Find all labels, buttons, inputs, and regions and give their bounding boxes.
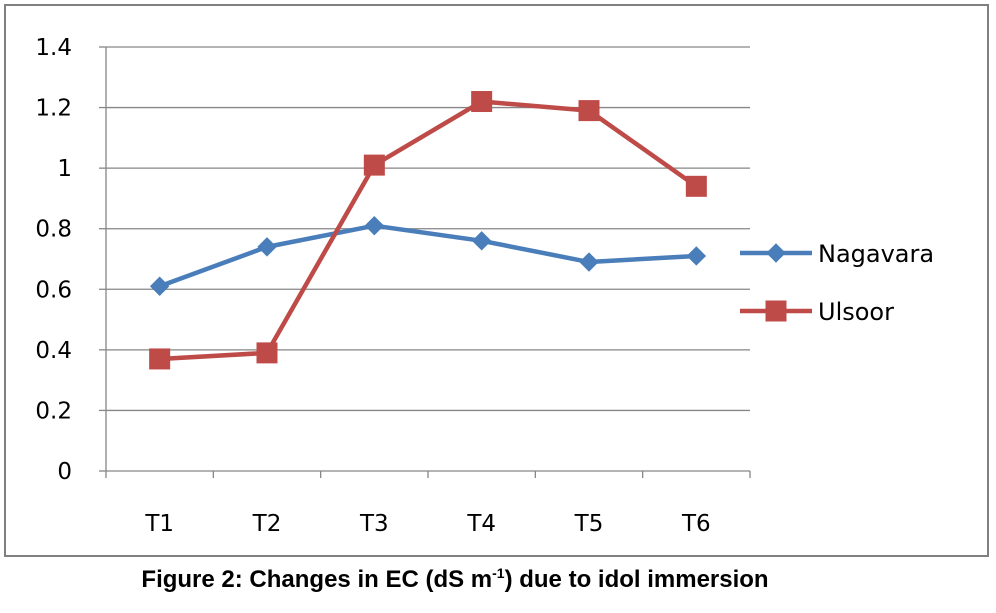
series-ulsoor bbox=[149, 91, 707, 370]
x-axis-tick-labels: T1 T2 T3 T4 T5 T6 bbox=[144, 511, 710, 537]
x-tick-label: T4 bbox=[466, 511, 496, 537]
y-tick-label: 0.6 bbox=[35, 277, 72, 303]
legend-item-ulsoor: Ulsoor bbox=[740, 298, 894, 326]
data-point-ulsoor bbox=[149, 348, 171, 370]
y-tick-label: 0.8 bbox=[35, 217, 72, 243]
series-layer bbox=[149, 91, 707, 370]
data-point-ulsoor bbox=[471, 91, 493, 113]
series-line-ulsoor bbox=[157, 99, 699, 362]
y-tick-label: 1.2 bbox=[35, 96, 72, 122]
axes bbox=[99, 46, 751, 478]
x-tick-label: T6 bbox=[681, 511, 711, 537]
caption-suffix: ) due to idol immersion bbox=[504, 566, 769, 593]
data-point-ulsoor bbox=[578, 100, 600, 122]
data-point-nagavara bbox=[149, 276, 170, 296]
data-point-ulsoor bbox=[256, 342, 278, 364]
legend-label: Ulsoor bbox=[818, 298, 894, 326]
data-point-nagavara bbox=[257, 237, 277, 257]
legend-marker bbox=[766, 243, 786, 263]
legend-label: Nagavara bbox=[818, 240, 934, 268]
data-point-nagavara bbox=[471, 231, 492, 251]
data-point-nagavara bbox=[364, 215, 385, 236]
x-tick-label: T2 bbox=[252, 511, 282, 537]
chart-frame bbox=[4, 4, 989, 557]
data-point-ulsoor bbox=[685, 175, 707, 197]
figure-caption: Figure 2: Changes in EC (dS m-1) due to … bbox=[0, 566, 910, 594]
x-tick-label: T5 bbox=[574, 511, 604, 537]
caption-superscript: -1 bbox=[492, 565, 505, 581]
data-point-ulsoor bbox=[363, 154, 385, 176]
y-tick-label: 1.4 bbox=[35, 35, 72, 61]
gridlines bbox=[106, 46, 750, 412]
legend: Nagavara Ulsoor bbox=[740, 240, 934, 326]
legend-marker bbox=[765, 300, 787, 322]
series-line-nagavara bbox=[157, 223, 699, 289]
y-tick-label: 1 bbox=[57, 156, 72, 182]
y-axis-tick-labels: 0 0.2 0.4 0.6 0.8 1 1.2 1.4 bbox=[35, 35, 72, 485]
data-point-nagavara bbox=[579, 252, 599, 272]
data-point-nagavara bbox=[686, 246, 707, 266]
caption-prefix: Figure 2: Changes in EC (dS m bbox=[141, 566, 493, 593]
series-nagavara bbox=[149, 215, 707, 296]
y-tick-label: 0.2 bbox=[35, 398, 72, 424]
x-tick-label: T1 bbox=[144, 511, 174, 537]
x-tick-label: T3 bbox=[359, 511, 389, 537]
y-tick-label: 0.4 bbox=[35, 338, 72, 364]
y-tick-label: 0 bbox=[57, 459, 72, 485]
legend-item-nagavara: Nagavara bbox=[740, 240, 934, 268]
